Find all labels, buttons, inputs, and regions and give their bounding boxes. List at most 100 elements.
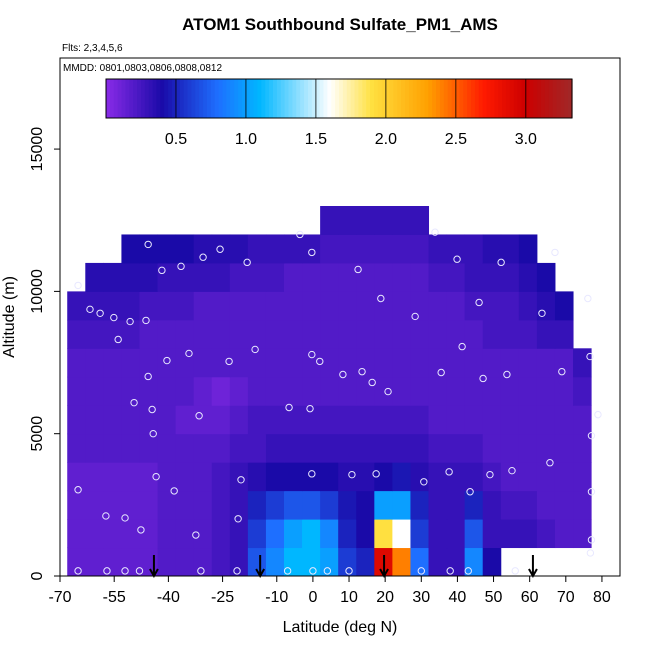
heat-cell bbox=[265, 262, 285, 292]
heat-cell bbox=[139, 319, 159, 349]
heat-cell bbox=[103, 405, 122, 435]
heat-cell bbox=[446, 405, 466, 435]
heat-cell bbox=[211, 433, 231, 463]
heat-cell bbox=[302, 433, 321, 463]
sample-point bbox=[417, 567, 425, 575]
heat-cell bbox=[247, 462, 267, 492]
colorbar-swatch bbox=[257, 79, 262, 118]
sample-point bbox=[197, 567, 205, 575]
heat-cell bbox=[356, 376, 375, 406]
heat-cell bbox=[356, 291, 375, 321]
heat-cell bbox=[338, 405, 357, 435]
heat-cell bbox=[464, 319, 484, 349]
x-tick-label: -55 bbox=[103, 589, 126, 606]
heat-cell bbox=[121, 405, 140, 435]
x-tick-label: 0 bbox=[308, 589, 317, 606]
heat-cell bbox=[410, 206, 430, 235]
heat-cell bbox=[121, 262, 140, 292]
heat-cell bbox=[157, 547, 177, 577]
sample-point bbox=[74, 281, 82, 290]
sample-point bbox=[308, 248, 316, 257]
colorbar-swatch bbox=[241, 79, 247, 118]
colorbar-swatch bbox=[253, 79, 259, 118]
sample-point bbox=[142, 316, 150, 325]
sample-point bbox=[233, 567, 241, 575]
colorbar-swatch bbox=[362, 79, 367, 118]
heat-cell bbox=[67, 490, 86, 520]
sample-point bbox=[86, 305, 94, 314]
heat-cell bbox=[536, 490, 556, 520]
colorbar-swatch bbox=[160, 79, 165, 118]
heat-cell bbox=[175, 319, 195, 349]
sample-point bbox=[458, 342, 466, 351]
colorbar-swatch bbox=[412, 79, 418, 118]
sample-point bbox=[511, 567, 519, 575]
sample-point bbox=[453, 255, 461, 263]
colorbar-swatch bbox=[525, 79, 530, 118]
heat-cell bbox=[428, 462, 448, 492]
heat-cell bbox=[464, 433, 484, 463]
heat-cell bbox=[573, 376, 592, 406]
colorbar-swatch bbox=[125, 79, 130, 118]
heat-cell bbox=[392, 376, 411, 406]
heat-cell bbox=[229, 262, 249, 292]
heat-cell bbox=[482, 376, 502, 406]
heat-cell bbox=[518, 519, 538, 549]
colorbar-swatch bbox=[296, 79, 301, 118]
heat-cell bbox=[518, 462, 538, 492]
colorbar-swatch bbox=[311, 79, 317, 118]
heat-cell bbox=[175, 433, 195, 463]
heat-cell bbox=[193, 405, 213, 435]
heat-cell bbox=[121, 234, 140, 264]
heat-cell bbox=[446, 490, 466, 520]
sample-point bbox=[103, 567, 111, 575]
heat-cell bbox=[103, 519, 122, 549]
colorbar-swatch bbox=[502, 79, 507, 118]
heat-cell bbox=[482, 262, 502, 292]
heat-cell bbox=[356, 519, 375, 549]
colorbar-swatch bbox=[214, 79, 220, 118]
x-tick-label: -10 bbox=[265, 589, 288, 606]
heat-cell bbox=[482, 433, 502, 463]
colorbar-swatch bbox=[323, 79, 328, 118]
heat-cell bbox=[175, 490, 195, 520]
heat-cell bbox=[211, 462, 231, 492]
colorbar-swatch bbox=[133, 79, 138, 118]
y-axis-label: Altitude (m) bbox=[1, 276, 18, 358]
heat-cell bbox=[157, 376, 177, 406]
heat-cell bbox=[536, 319, 556, 349]
heat-cell bbox=[356, 262, 375, 292]
sample-point bbox=[466, 488, 474, 496]
colorbar-swatch bbox=[540, 79, 546, 118]
heat-cell bbox=[374, 376, 393, 406]
heat-cell bbox=[284, 376, 303, 406]
heat-cell bbox=[500, 348, 520, 378]
heat-cell bbox=[392, 234, 411, 264]
heat-cell bbox=[536, 262, 556, 292]
colorbar-swatch bbox=[556, 79, 561, 118]
heat-cell bbox=[374, 262, 393, 292]
heat-cell bbox=[157, 433, 177, 463]
heat-cell bbox=[247, 376, 267, 406]
heatmap bbox=[67, 206, 592, 577]
colorbar-swatch bbox=[222, 79, 227, 118]
heat-cell bbox=[374, 433, 393, 463]
x-tick-label: 10 bbox=[340, 589, 358, 606]
heat-cell bbox=[103, 262, 122, 292]
heat-cell bbox=[536, 405, 556, 435]
colorbar-swatch bbox=[261, 79, 266, 118]
heat-cell bbox=[85, 547, 104, 577]
heat-cell bbox=[320, 319, 339, 349]
heat-cell bbox=[284, 319, 303, 349]
heat-cell bbox=[410, 319, 430, 349]
heat-cell bbox=[410, 376, 430, 406]
heat-cell bbox=[211, 376, 231, 406]
heat-cell bbox=[500, 234, 520, 264]
heat-cell bbox=[392, 519, 411, 549]
sample-point bbox=[121, 514, 129, 522]
heat-cell bbox=[67, 291, 86, 321]
heat-cell bbox=[500, 319, 520, 349]
heat-cell bbox=[139, 291, 159, 321]
heat-cell bbox=[302, 291, 321, 321]
heat-cell bbox=[410, 262, 430, 292]
